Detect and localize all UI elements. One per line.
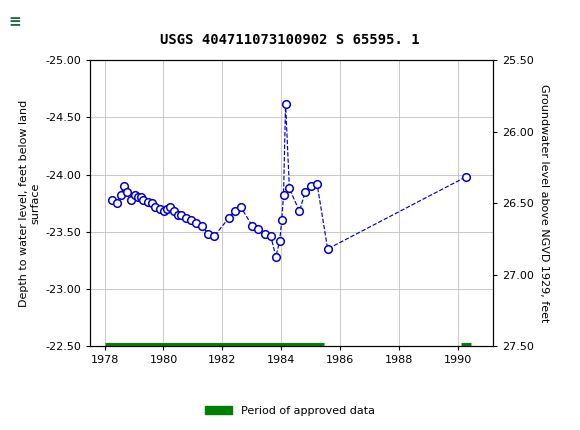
Legend: Period of approved data: Period of approved data bbox=[200, 401, 380, 420]
Text: USGS 404711073100902 S 65595. 1: USGS 404711073100902 S 65595. 1 bbox=[160, 33, 420, 47]
Text: ≡: ≡ bbox=[9, 14, 21, 29]
Y-axis label: Depth to water level, feet below land
surface: Depth to water level, feet below land su… bbox=[19, 100, 41, 307]
Y-axis label: Groundwater level above NGVD 1929, feet: Groundwater level above NGVD 1929, feet bbox=[539, 84, 549, 322]
Text: USGS: USGS bbox=[34, 14, 81, 29]
Bar bbox=[6, 4, 64, 41]
